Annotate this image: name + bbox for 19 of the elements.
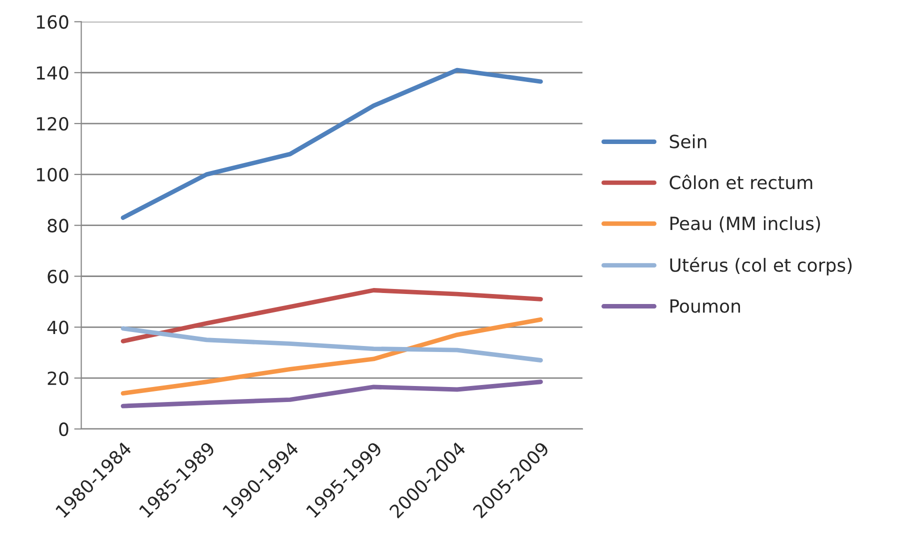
line-series (120, 326, 543, 362)
y-tick-label: 60 (48, 270, 68, 284)
y-tick-label: 40 (47, 320, 68, 334)
y-tick-label: 20 (48, 372, 68, 386)
legend-label: Sein (670, 134, 706, 148)
y-tick-label: 100 (36, 168, 68, 182)
y-tick-label: 120 (36, 116, 68, 131)
y-tick-label: 140 (36, 66, 68, 80)
legend-label: Poumon (670, 299, 740, 313)
legend-label: Côlon et rectum (670, 174, 812, 190)
legend-label: Peau (MM inclus) (670, 216, 820, 232)
line-series (120, 380, 543, 408)
y-tick-label: 80 (48, 218, 68, 232)
legend-label: Utérus (col et corps) (670, 257, 852, 276)
line-series (120, 68, 543, 220)
y-tick-label: 160 (36, 15, 68, 29)
line-series (120, 317, 543, 396)
line-series (120, 288, 543, 344)
y-tick-label: 0 (59, 422, 68, 436)
